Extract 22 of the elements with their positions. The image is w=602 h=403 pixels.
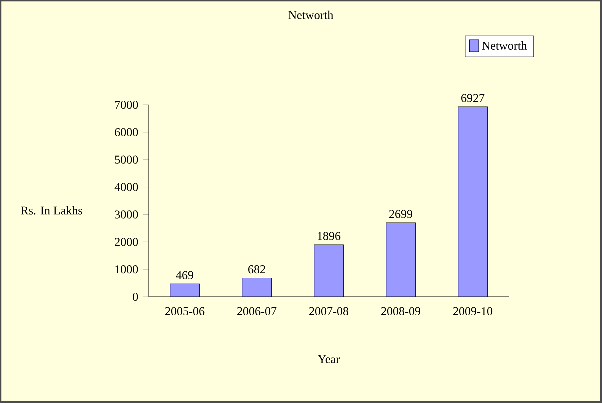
data-label: 469 bbox=[176, 271, 194, 280]
y-tick-label: 1000 bbox=[116, 266, 138, 274]
x-tick-label: 2008-09 bbox=[382, 307, 420, 316]
x-tick-label: 2005-06 bbox=[166, 307, 205, 316]
y-tick-label: 3000 bbox=[115, 210, 138, 219]
x-tick-label: 2007-08 bbox=[310, 307, 349, 316]
y-tick-label: 5000 bbox=[115, 156, 138, 164]
y-tick-label: 0 bbox=[133, 292, 138, 302]
x-tick-label: 2009-10 bbox=[454, 307, 493, 316]
legend-label: Networth bbox=[482, 41, 528, 50]
y-tick-label: 4000 bbox=[114, 183, 138, 192]
y-axis-title: Rs. In Lakhs bbox=[21, 206, 82, 215]
data-label: 2699 bbox=[390, 210, 412, 218]
y-tick-label: 6000 bbox=[115, 128, 138, 136]
chart-title: Networth bbox=[288, 10, 334, 20]
data-label: 6927 bbox=[462, 94, 485, 102]
data-label: 682 bbox=[248, 265, 266, 274]
y-tick-label: 7000 bbox=[115, 100, 138, 110]
x-axis-title: Year bbox=[318, 355, 340, 364]
x-tick-label: 2006-07 bbox=[238, 307, 277, 316]
y-tick-label: 2000 bbox=[115, 238, 138, 246]
data-label: 1896 bbox=[318, 232, 341, 240]
